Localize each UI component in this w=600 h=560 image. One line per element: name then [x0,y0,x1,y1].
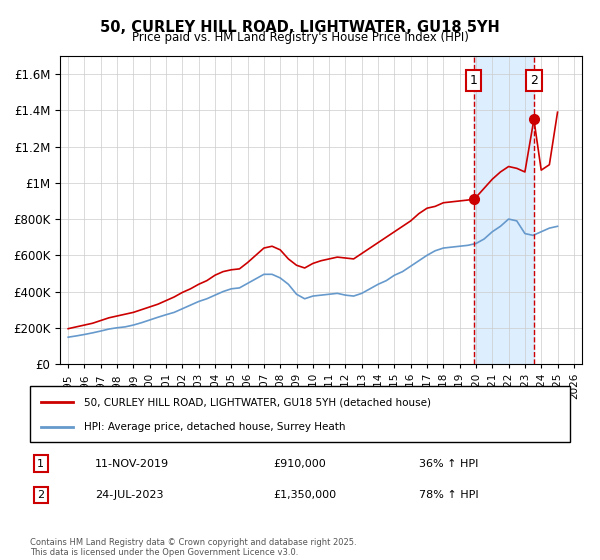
Text: 2: 2 [37,490,44,500]
Text: £910,000: £910,000 [273,459,326,469]
Text: HPI: Average price, detached house, Surrey Heath: HPI: Average price, detached house, Surr… [84,422,346,432]
Text: 2: 2 [530,74,538,87]
Text: Price paid vs. HM Land Registry's House Price Index (HPI): Price paid vs. HM Land Registry's House … [131,31,469,44]
Text: 1: 1 [37,459,44,469]
Text: Contains HM Land Registry data © Crown copyright and database right 2025.
This d: Contains HM Land Registry data © Crown c… [30,538,356,557]
FancyBboxPatch shape [30,386,570,442]
Text: 24-JUL-2023: 24-JUL-2023 [95,490,163,500]
Text: 11-NOV-2019: 11-NOV-2019 [95,459,169,469]
Bar [473,56,534,364]
Text: 78% ↑ HPI: 78% ↑ HPI [419,490,478,500]
Text: 50, CURLEY HILL ROAD, LIGHTWATER, GU18 5YH (detached house): 50, CURLEY HILL ROAD, LIGHTWATER, GU18 5… [84,397,431,407]
Text: 36% ↑ HPI: 36% ↑ HPI [419,459,478,469]
Text: 50, CURLEY HILL ROAD, LIGHTWATER, GU18 5YH: 50, CURLEY HILL ROAD, LIGHTWATER, GU18 5… [100,20,500,35]
Text: 1: 1 [470,74,478,87]
Text: £1,350,000: £1,350,000 [273,490,336,500]
